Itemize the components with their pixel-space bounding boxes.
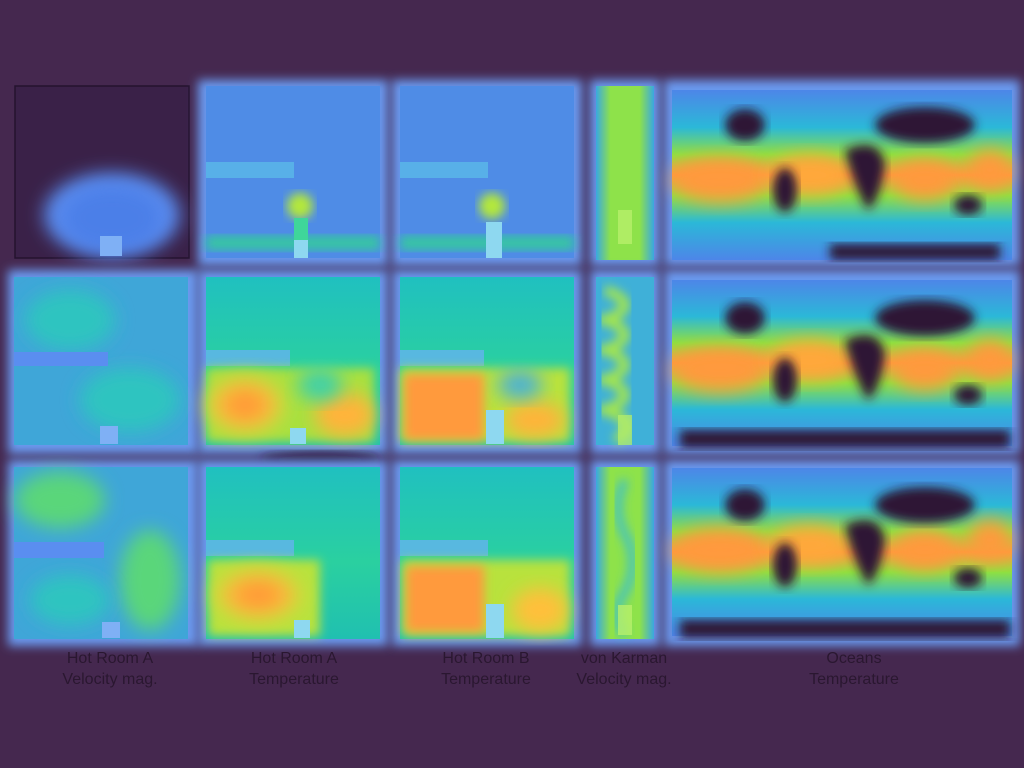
panel-hotroom-a-velocity-t3 xyxy=(8,460,198,646)
panel-oceans-temperature-t1 xyxy=(664,80,1020,266)
panel-hotroom-b-temperature-t2 xyxy=(392,270,582,454)
column-label-line1: Hot Room A xyxy=(66,650,154,667)
panel-hotroom-a-temperature-t3 xyxy=(198,460,388,646)
column-label-line1: Hot Room B xyxy=(442,650,530,667)
panel-hotroom-a-temperature-t2 xyxy=(198,270,388,454)
column-label-line2: Velocity mag. xyxy=(576,671,672,688)
column-label-line1: Hot Room A xyxy=(250,650,338,667)
column-label-line2: Temperature xyxy=(249,671,339,688)
column-label-hotroom-a-temperature: Hot Room A Temperature xyxy=(224,648,364,690)
column-label-line2: Velocity mag. xyxy=(62,671,158,688)
column-label-line1: Oceans xyxy=(826,650,882,667)
panel-von-karman-velocity-t3 xyxy=(590,460,660,646)
column-label-oceans-temperature: Oceans Temperature xyxy=(784,648,924,690)
panel-oceans-temperature-t3 xyxy=(664,460,1020,646)
panel-hotroom-b-temperature-t1 xyxy=(392,80,582,266)
panel-hotroom-a-temperature-t1 xyxy=(198,80,388,266)
panel-hotroom-a-velocity-t2 xyxy=(8,270,198,454)
panel-von-karman-velocity-t2 xyxy=(590,270,660,454)
panel-hotroom-b-temperature-t3 xyxy=(392,460,582,646)
column-label-von-karman-velocity: von Karman Velocity mag. xyxy=(556,648,692,690)
column-label-hotroom-a-velocity: Hot Room A Velocity mag. xyxy=(40,648,180,690)
panel-hotroom-a-velocity-t1 xyxy=(14,85,190,259)
panel-oceans-temperature-t2 xyxy=(664,270,1020,454)
panel-von-karman-velocity-t1 xyxy=(590,80,660,266)
column-label-line1: von Karman xyxy=(580,650,668,667)
column-label-line2: Temperature xyxy=(441,671,531,688)
column-label-hotroom-b-temperature: Hot Room B Temperature xyxy=(416,648,556,690)
column-label-line2: Temperature xyxy=(809,671,899,688)
